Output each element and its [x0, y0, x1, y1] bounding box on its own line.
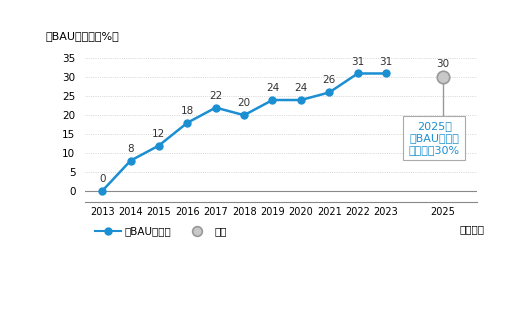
Text: 31: 31: [350, 56, 363, 67]
Text: 0: 0: [99, 174, 105, 184]
Text: 20: 20: [237, 98, 250, 108]
Text: 12: 12: [152, 129, 165, 139]
Legend: 対BAU削減率, 目標: 対BAU削減率, 目標: [90, 222, 231, 241]
Text: 2025年
対BAU削減率
最終目標30%: 2025年 対BAU削減率 最終目標30%: [408, 121, 459, 154]
Text: 8: 8: [127, 144, 133, 154]
Text: 対BAU削減率（%）: 対BAU削減率（%）: [46, 31, 120, 41]
Text: 24: 24: [265, 83, 278, 93]
Text: 26: 26: [322, 76, 335, 86]
Text: 31: 31: [379, 56, 392, 67]
Text: （年度）: （年度）: [459, 224, 484, 234]
Text: 18: 18: [180, 106, 193, 116]
Text: 22: 22: [209, 91, 222, 101]
Text: 24: 24: [294, 83, 307, 93]
Text: 30: 30: [435, 59, 448, 69]
